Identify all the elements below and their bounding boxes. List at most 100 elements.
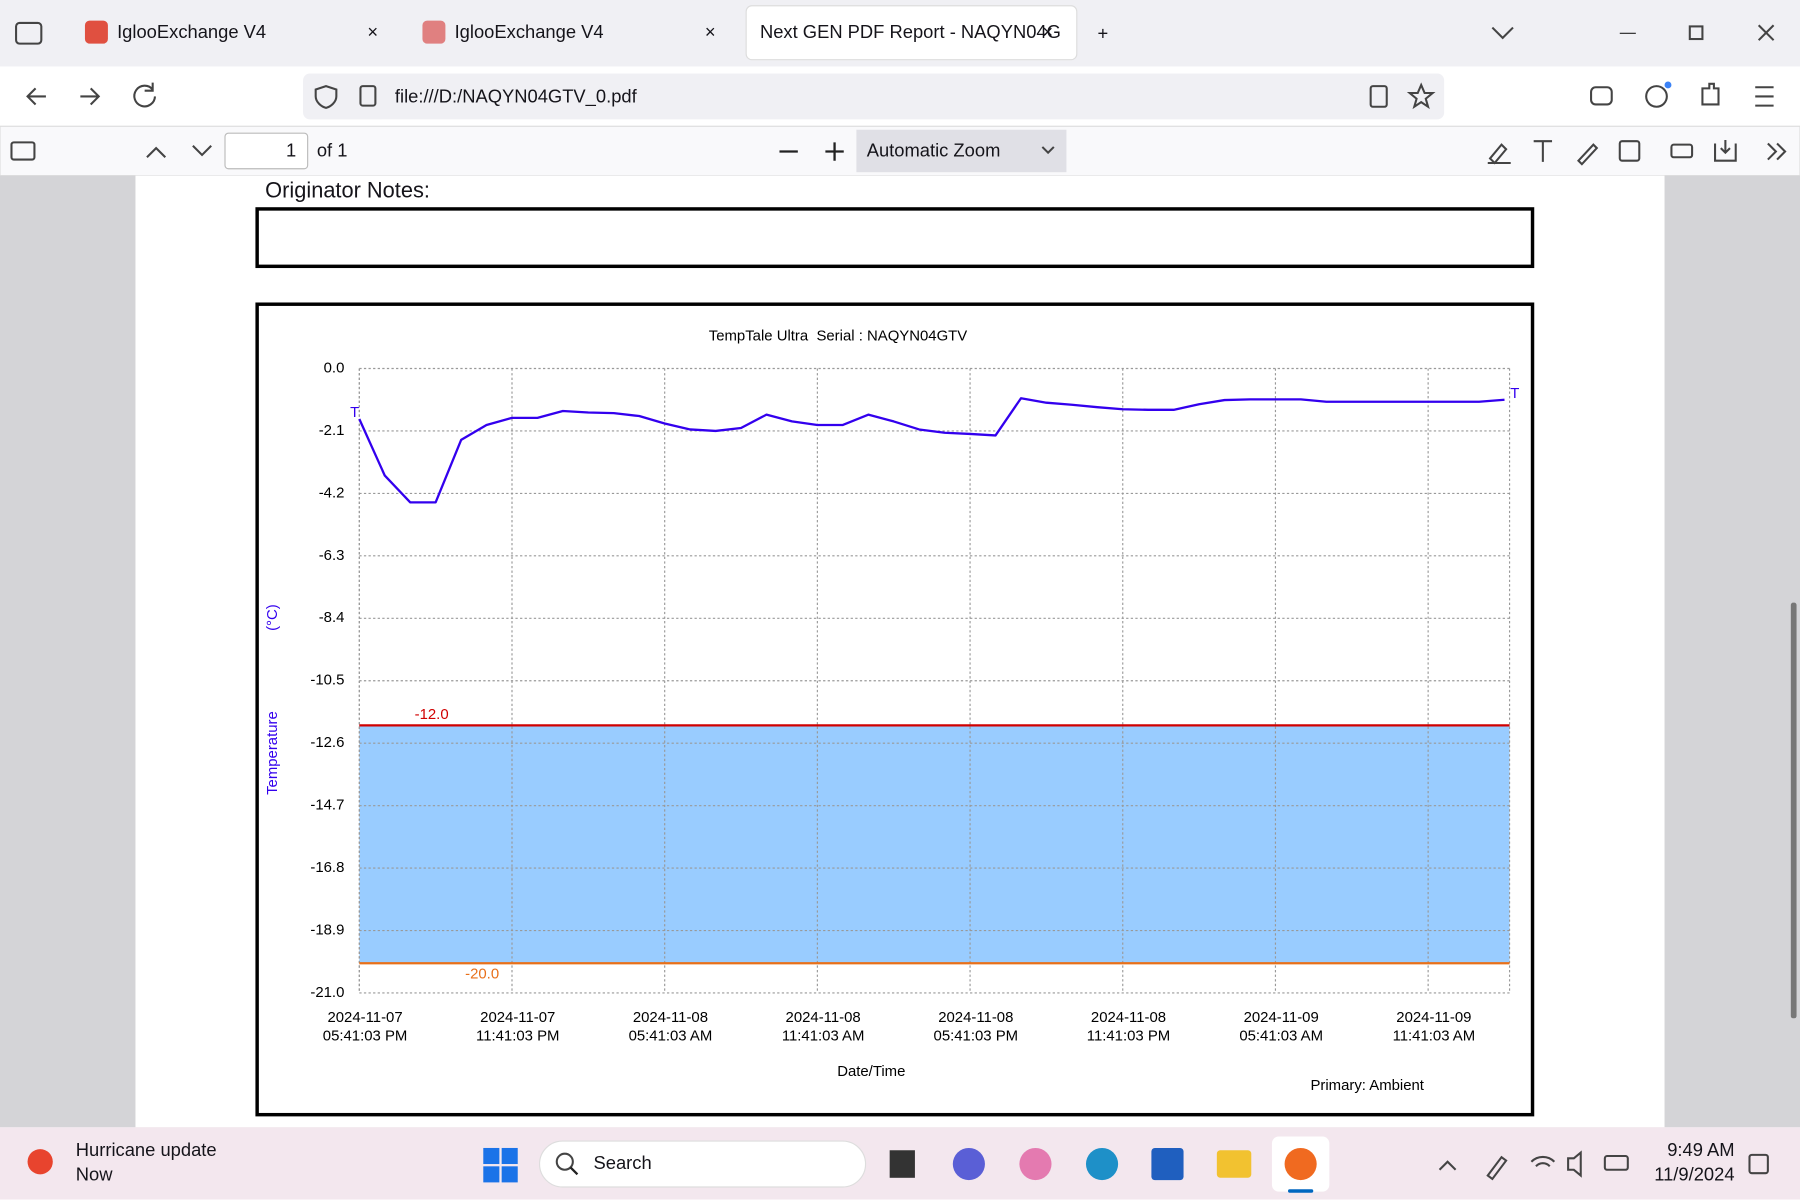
- tab-list-button[interactable]: [15, 21, 43, 45]
- x-axis-label: Date/Time: [837, 1063, 905, 1080]
- notes-box: [255, 207, 1535, 269]
- start-marker: T: [350, 404, 359, 421]
- volume[interactable]: [1567, 1150, 1582, 1178]
- chart-frame: [255, 302, 1535, 1117]
- pen[interactable]: [1486, 1155, 1508, 1181]
- sidebar-toggle[interactable]: [10, 141, 36, 161]
- copilot[interactable]: [1019, 1147, 1052, 1181]
- x-tick-date: 2024-11-09: [1244, 1009, 1319, 1026]
- x-tick-time: 05:41:03 PM: [323, 1028, 408, 1045]
- active-tab[interactable]: [745, 5, 1078, 61]
- account[interactable]: [1645, 85, 1668, 108]
- menu[interactable]: [1755, 86, 1774, 107]
- end-marker: T: [1510, 385, 1519, 402]
- next-page[interactable]: [192, 145, 212, 157]
- y-tick-label: -4.2: [319, 484, 345, 501]
- footnote: Primary: Ambient: [1310, 1077, 1424, 1094]
- start-tile: [483, 1147, 500, 1165]
- tab-close[interactable]: ×: [705, 21, 716, 42]
- tab-title[interactable]: Next GEN PDF Report - NAQYN04G: [760, 21, 1061, 42]
- firefox: [1284, 1147, 1317, 1181]
- notification-time[interactable]: Now: [76, 1163, 113, 1184]
- taskview[interactable]: [889, 1150, 915, 1178]
- x-tick-date: 2024-11-09: [1396, 1009, 1471, 1026]
- y-tick-label: -12.6: [310, 734, 344, 751]
- limit-band: [359, 725, 1510, 964]
- y-axis-label: Temperature: [264, 711, 281, 795]
- save[interactable]: [1714, 140, 1737, 162]
- chart-title: TempTale Ultra Serial : NAQYN04GTV: [709, 327, 968, 344]
- search-icon-handle: [569, 1166, 579, 1176]
- start-tile: [501, 1147, 518, 1165]
- back[interactable]: [26, 87, 46, 106]
- start-tile: [501, 1166, 518, 1183]
- y-tick-label: -10.5: [310, 672, 344, 689]
- battery[interactable]: [1603, 1154, 1629, 1171]
- bookmark[interactable]: [1406, 82, 1436, 110]
- page-input[interactable]: [224, 132, 309, 170]
- search-text[interactable]: Search: [593, 1152, 651, 1173]
- start-button[interactable]: [483, 1147, 518, 1183]
- y-tick-label: -2.1: [319, 422, 345, 439]
- zoom-value[interactable]: Automatic Zoom: [867, 139, 1001, 160]
- notes-label: Originator Notes:: [265, 177, 430, 202]
- x-tick-date: 2024-11-08: [633, 1009, 708, 1026]
- url[interactable]: file:///D:/NAQYN04GTV_0.pdf: [395, 85, 638, 107]
- more-tools[interactable]: [1767, 142, 1787, 161]
- explorer[interactable]: [1216, 1150, 1252, 1178]
- forward[interactable]: [80, 87, 101, 106]
- y-tick-label: -8.4: [319, 609, 345, 626]
- url-bar[interactable]: [303, 73, 1445, 120]
- clock-date[interactable]: 11/9/2024: [1654, 1163, 1734, 1184]
- new-tab[interactable]: +: [1097, 22, 1108, 43]
- shield[interactable]: [314, 85, 338, 109]
- print[interactable]: [1670, 143, 1694, 159]
- text-tool[interactable]: [1533, 140, 1553, 162]
- notifications[interactable]: [1748, 1153, 1769, 1175]
- extensions[interactable]: [1701, 82, 1720, 106]
- tab-icon: [84, 20, 108, 44]
- notification-title[interactable]: Hurricane update: [76, 1139, 217, 1160]
- y-tick-label: -21.0: [310, 984, 344, 1001]
- teams[interactable]: [952, 1147, 985, 1181]
- zoom-arrow: [1041, 146, 1055, 155]
- zoom-select[interactable]: [856, 129, 1067, 173]
- tab-title[interactable]: IglooExchange V4: [455, 21, 604, 42]
- y-tick-label: -6.3: [319, 547, 345, 564]
- search-box[interactable]: [538, 1140, 867, 1188]
- zoom-in[interactable]: [825, 142, 844, 161]
- draw-tool[interactable]: [1577, 143, 1599, 166]
- restore[interactable]: [1688, 25, 1704, 41]
- x-tick-date: 2024-11-08: [1091, 1009, 1166, 1026]
- x-tick-date: 2024-11-08: [938, 1009, 1013, 1026]
- reader-view[interactable]: [1369, 85, 1388, 108]
- image-tool[interactable]: [1618, 140, 1641, 162]
- x-tick-date: 2024-11-07: [480, 1009, 555, 1026]
- x-tick-time: 11:41:03 AM: [782, 1028, 865, 1045]
- reload[interactable]: [133, 82, 157, 108]
- search-icon: [555, 1152, 574, 1171]
- page-number[interactable]: 1: [286, 139, 296, 160]
- x-tick-date: 2024-11-08: [786, 1009, 861, 1026]
- scrollbar[interactable]: [1790, 602, 1797, 1019]
- edge[interactable]: [1085, 1147, 1119, 1181]
- pocket[interactable]: [1590, 86, 1613, 106]
- close-window[interactable]: [1757, 24, 1775, 41]
- tab-close[interactable]: ×: [367, 21, 378, 42]
- tab-title[interactable]: IglooExchange V4: [117, 21, 266, 42]
- weather-icon[interactable]: [27, 1149, 53, 1175]
- clock-time[interactable]: 9:49 AM: [1667, 1139, 1734, 1160]
- page-icon: [359, 85, 377, 107]
- wifi[interactable]: [1530, 1155, 1556, 1168]
- x-tick-time: 11:41:03 PM: [1087, 1028, 1170, 1045]
- highlight[interactable]: [1487, 143, 1511, 165]
- store[interactable]: [1151, 1147, 1184, 1181]
- tray-overflow[interactable]: [1438, 1160, 1457, 1171]
- tab-close[interactable]: ×: [1042, 21, 1053, 42]
- x-tick-time: 05:41:03 PM: [934, 1028, 1019, 1045]
- prev-page[interactable]: [146, 146, 167, 159]
- tab-overflow[interactable]: [1491, 26, 1514, 40]
